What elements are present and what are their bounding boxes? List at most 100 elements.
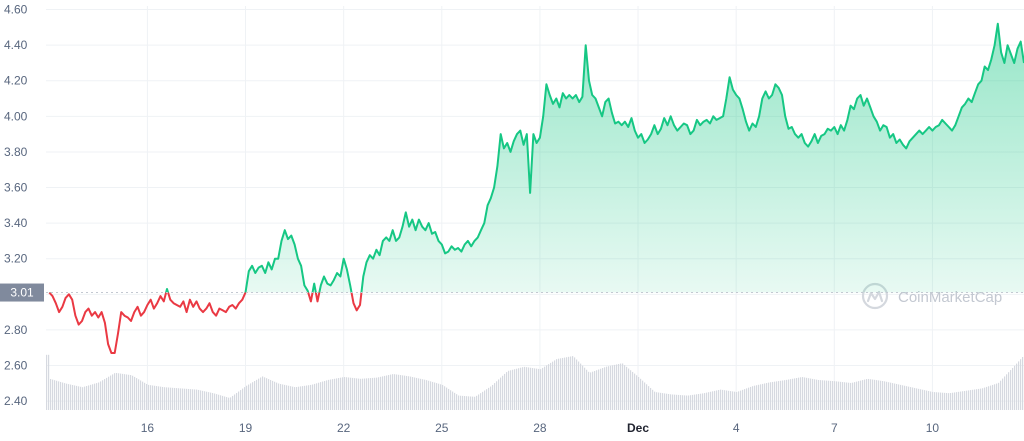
volume-bar bbox=[160, 386, 162, 410]
volume-bar bbox=[804, 377, 806, 410]
volume-bar bbox=[432, 381, 434, 410]
y-tick-label: 4.20 bbox=[4, 74, 28, 88]
volume-bar bbox=[188, 388, 190, 410]
volume-bar bbox=[144, 382, 146, 410]
volume-bar bbox=[220, 395, 222, 410]
volume-bar bbox=[566, 357, 568, 410]
volume-bar bbox=[728, 390, 730, 410]
volume-bar bbox=[1016, 363, 1018, 410]
x-tick-label: 7 bbox=[831, 421, 838, 435]
volume-bar bbox=[846, 382, 848, 410]
volume-bar bbox=[156, 386, 158, 410]
volume-bar bbox=[524, 366, 526, 410]
price-area-fill bbox=[49, 23, 1024, 293]
volume-bar bbox=[500, 377, 502, 410]
volume-bar bbox=[438, 383, 440, 410]
volume-bar bbox=[354, 378, 356, 410]
volume-bar bbox=[590, 372, 592, 410]
volume-bar bbox=[86, 386, 88, 410]
volume-bar bbox=[944, 392, 946, 410]
volume-bar bbox=[592, 371, 594, 410]
y-tick-label: 4.60 bbox=[4, 3, 28, 17]
volume-bar bbox=[278, 383, 280, 410]
volume-bar bbox=[626, 366, 628, 410]
volume-bar bbox=[934, 392, 936, 410]
volume-bar bbox=[332, 379, 334, 410]
volume-bar bbox=[48, 354, 50, 410]
volume-bar bbox=[938, 392, 940, 410]
volume-bar bbox=[360, 378, 362, 410]
volume-bar bbox=[700, 393, 702, 410]
volume-bar bbox=[706, 392, 708, 410]
volume-bar bbox=[494, 383, 496, 410]
volume-bar bbox=[940, 392, 942, 410]
volume-bar bbox=[286, 385, 288, 410]
volume-bar bbox=[514, 369, 516, 410]
volume-bar bbox=[296, 386, 298, 410]
volume-bar bbox=[152, 385, 154, 410]
volume-bar bbox=[164, 387, 166, 410]
volume-bar bbox=[548, 364, 550, 410]
volume-bar bbox=[446, 387, 448, 410]
price-area bbox=[49, 23, 1024, 293]
volume-bar bbox=[232, 395, 234, 410]
volume-bar bbox=[604, 367, 606, 410]
volume-bar bbox=[234, 394, 236, 410]
volume-bar bbox=[616, 364, 618, 410]
volume-bar bbox=[710, 391, 712, 410]
volume-bar bbox=[950, 393, 952, 410]
volume-bar bbox=[132, 375, 134, 410]
volume-bar bbox=[886, 381, 888, 410]
volume-bar bbox=[96, 383, 98, 410]
volume-bar bbox=[68, 384, 70, 410]
volume-bar bbox=[70, 384, 72, 410]
volume-bar bbox=[466, 396, 468, 410]
volume-bar bbox=[192, 389, 194, 410]
volume-bar bbox=[672, 394, 674, 410]
volume-bar bbox=[758, 384, 760, 410]
volume-bar bbox=[502, 375, 504, 410]
volume-bar bbox=[496, 381, 498, 410]
volume-bar bbox=[932, 391, 934, 410]
volume-bar bbox=[610, 365, 612, 410]
volume-bar bbox=[416, 377, 418, 410]
volume-bar bbox=[618, 364, 620, 410]
volume-bar bbox=[594, 370, 596, 410]
volume-bar bbox=[946, 392, 948, 410]
volume-bar bbox=[428, 380, 430, 410]
reference-badge-label: 3.01 bbox=[10, 286, 34, 300]
volume-bar bbox=[798, 377, 800, 410]
volume-bar bbox=[830, 380, 832, 410]
volume-bar bbox=[654, 391, 656, 410]
volume-bar bbox=[264, 377, 266, 410]
volume-bar bbox=[390, 374, 392, 410]
volume-bar bbox=[882, 381, 884, 410]
volume-bar bbox=[1020, 359, 1022, 410]
y-tick-label: 2.60 bbox=[4, 359, 28, 373]
volume-bar bbox=[504, 373, 506, 410]
volume-bar bbox=[606, 366, 608, 410]
volume-bar bbox=[314, 383, 316, 410]
volume-bar bbox=[868, 378, 870, 410]
volume-bar bbox=[76, 385, 78, 410]
volume-bar bbox=[110, 375, 112, 410]
volume-bar bbox=[378, 377, 380, 410]
volume-bar bbox=[534, 368, 536, 410]
volume-bar bbox=[586, 369, 588, 410]
volume-bar bbox=[1000, 380, 1002, 410]
volume-bar bbox=[568, 356, 570, 410]
volume-bar bbox=[238, 391, 240, 410]
volume-bar bbox=[756, 385, 758, 410]
volume-bar bbox=[128, 374, 130, 410]
volume-bar bbox=[108, 376, 110, 410]
volume-bar bbox=[122, 373, 124, 410]
volume-bar bbox=[608, 366, 610, 410]
volume-bar bbox=[242, 388, 244, 410]
volume-bar bbox=[818, 380, 820, 410]
volume-bar bbox=[892, 383, 894, 410]
volume-bar bbox=[294, 387, 296, 410]
volume-bar bbox=[208, 392, 210, 410]
volume-bar bbox=[670, 394, 672, 410]
